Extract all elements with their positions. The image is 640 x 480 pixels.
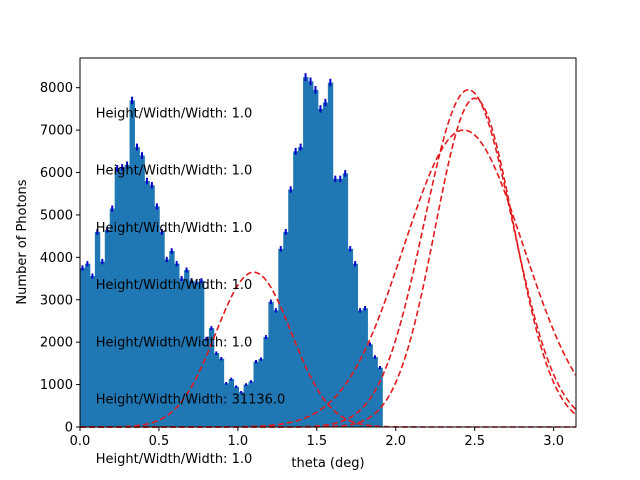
histogram-bar — [238, 392, 244, 427]
y-tick-label: 2000 — [40, 336, 73, 351]
histogram-bar — [154, 206, 160, 427]
histogram-bar — [104, 229, 111, 427]
x-tick-label: 1.0 — [228, 434, 249, 449]
histogram-bar — [332, 178, 339, 427]
annotations: Height/Width/Width: 1.0 Height/Width/Widt… — [96, 106, 286, 467]
y-axis-label: Number of Photons — [15, 179, 30, 304]
histogram-bar — [253, 361, 259, 427]
histogram-bar — [308, 81, 314, 427]
annotation-text: Height/Width/Width: 1.0 — [96, 164, 252, 179]
y-axis-ticks: 0 1000 2000 3000 4000 5000 6000 7000 8000 — [40, 81, 80, 436]
histogram-bars — [80, 77, 383, 428]
histogram-bar — [223, 383, 230, 427]
histogram-bar — [283, 231, 289, 427]
histogram-bar — [198, 280, 205, 427]
y-tick-label: 7000 — [40, 124, 73, 139]
histogram-bar — [124, 164, 130, 427]
histogram-bar — [288, 189, 294, 427]
histogram-bar — [80, 267, 86, 427]
histogram-bar — [139, 155, 145, 428]
histogram-bar — [233, 386, 240, 427]
histogram-bar — [273, 310, 279, 427]
histogram-bar — [189, 280, 195, 427]
y-tick-label: 6000 — [40, 166, 73, 181]
annotation-text: Height/Width/Width: 1.0 — [96, 278, 252, 293]
histogram-bar — [164, 259, 170, 427]
histogram-bar — [313, 89, 319, 427]
histogram-bar — [174, 263, 180, 427]
axes-frame — [79, 57, 577, 428]
histogram-bar — [248, 381, 254, 427]
histogram-bar — [129, 100, 135, 427]
histogram-bar — [218, 358, 225, 427]
histogram-bar — [362, 308, 368, 427]
y-tick-label: 0 — [65, 421, 73, 436]
histogram-bar — [303, 77, 309, 427]
x-tick-label: 1.5 — [306, 434, 327, 449]
histogram-bar — [169, 250, 175, 427]
error-bars — [81, 73, 381, 394]
histogram-bar — [144, 181, 150, 427]
x-tick-label: 2.0 — [385, 434, 406, 449]
x-axis-ticks: 0.0 0.5 1.0 1.5 2.0 2.5 3.0 — [70, 427, 564, 449]
y-tick-label: 3000 — [40, 293, 73, 308]
histogram-bar — [298, 147, 304, 427]
annotation-text: Height/Width/Width: 1.0 — [96, 335, 252, 350]
histogram-bar — [337, 178, 344, 427]
histogram-bar — [268, 301, 274, 427]
histogram-bar — [208, 328, 215, 427]
histogram-bar — [352, 263, 359, 427]
histogram-bar — [293, 151, 299, 427]
histogram-bar — [89, 276, 96, 427]
annotation-text: Height/Width/Width: 31136.0 — [96, 393, 286, 408]
histogram-bar — [377, 367, 383, 427]
histogram-bar — [159, 231, 165, 427]
histogram-bar — [149, 185, 155, 427]
y-tick-label: 5000 — [40, 208, 73, 223]
annotation-text: Height/Width/Width: 1.0 — [96, 221, 252, 236]
histogram-bar — [213, 353, 220, 427]
x-axis-label: theta (deg) — [291, 456, 364, 471]
histogram-bar — [184, 270, 190, 427]
histogram-bar — [317, 108, 324, 428]
histogram-bar — [114, 168, 121, 427]
histogram-bar — [228, 379, 235, 427]
histogram-bar — [109, 208, 116, 427]
histogram-bar — [243, 384, 249, 427]
histogram-bar — [367, 344, 373, 427]
annotation-text: Height/Width/Width: 1.0 — [96, 106, 252, 121]
histogram-bar — [119, 167, 126, 427]
y-tick-label: 1000 — [40, 378, 73, 393]
histogram-bar — [357, 310, 363, 427]
histogram-bar — [203, 338, 210, 427]
histogram-bar — [194, 281, 200, 427]
histogram-bar — [94, 231, 101, 427]
histogram-bar — [99, 261, 106, 427]
histogram-bar — [278, 248, 284, 427]
histogram-bar — [322, 102, 329, 427]
histogram-bar — [347, 248, 354, 427]
histogram-bar — [258, 359, 264, 427]
x-tick-label: 0.5 — [149, 434, 170, 449]
annotation-text: Height/Width/Width: 1.0 — [96, 452, 252, 467]
histogram-bar — [327, 82, 334, 427]
histogram-bar — [134, 147, 140, 427]
histogram-bar — [84, 263, 91, 427]
y-tick-label: 8000 — [40, 81, 73, 96]
x-tick-label: 0.0 — [70, 434, 91, 449]
y-tick-label: 4000 — [40, 251, 73, 266]
x-tick-label: 2.5 — [464, 434, 485, 449]
x-tick-label: 3.0 — [543, 434, 564, 449]
histogram-bar — [179, 278, 185, 427]
histogram-bar — [263, 337, 269, 427]
histogram-bar — [342, 173, 349, 427]
